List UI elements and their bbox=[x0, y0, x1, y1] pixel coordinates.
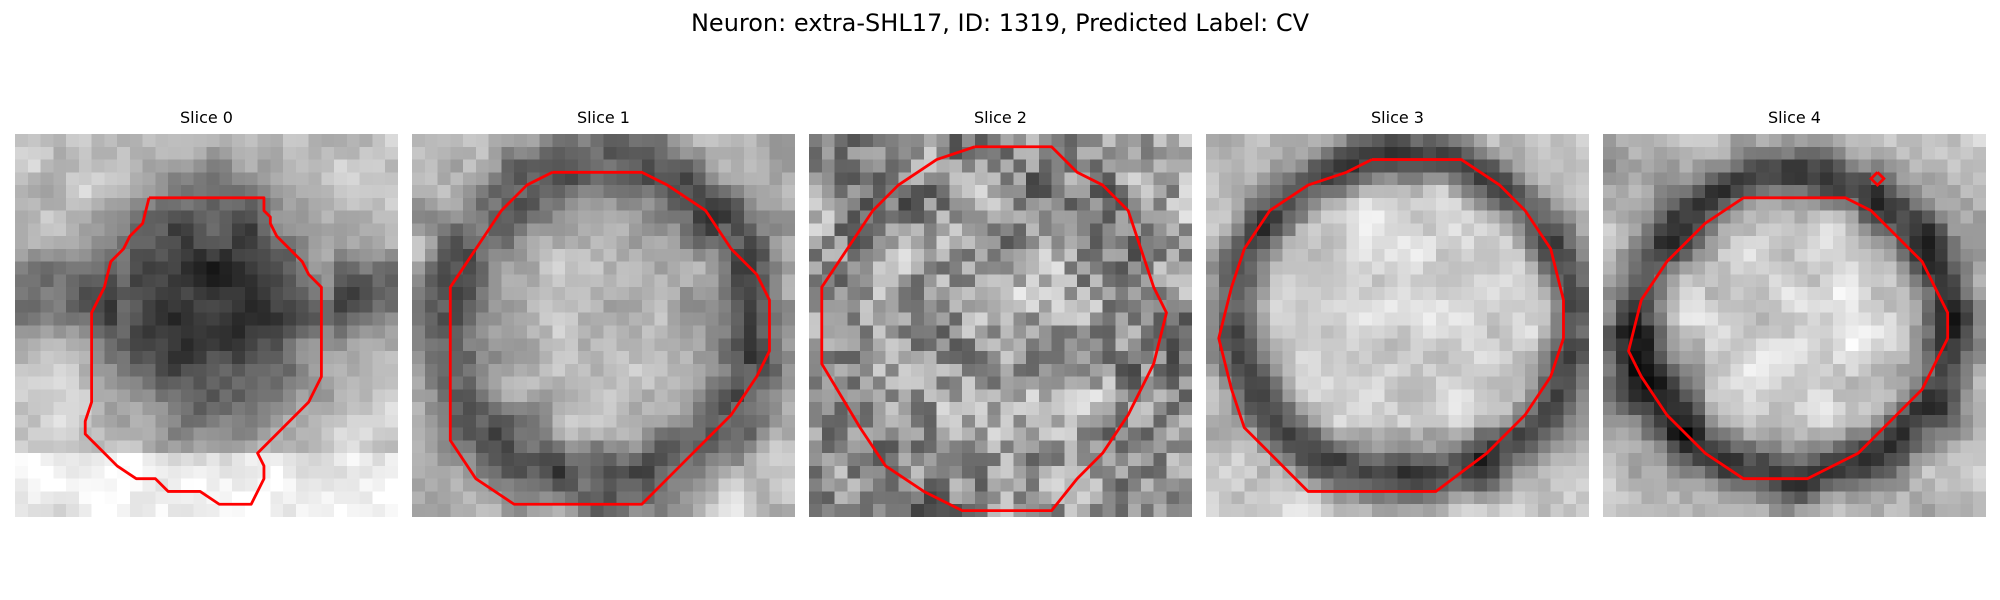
pixel-grid bbox=[1603, 134, 1986, 517]
slice-image-4 bbox=[1603, 134, 1986, 517]
figure-title: Neuron: extra-SHL17, ID: 1319, Predicted… bbox=[690, 9, 1310, 37]
slice-title-2: Slice 2 bbox=[974, 108, 1027, 127]
slice-image-1 bbox=[412, 134, 795, 517]
slice-title-4: Slice 4 bbox=[1768, 108, 1821, 127]
slice-panel-2: Slice 2 bbox=[809, 108, 1192, 517]
segmentation-contour bbox=[820, 145, 1168, 513]
slice-image-2 bbox=[809, 134, 1192, 517]
slice-panel-4: Slice 4 bbox=[1603, 108, 1986, 517]
slice-image-0 bbox=[15, 134, 398, 517]
slice-title-0: Slice 0 bbox=[180, 108, 233, 127]
slice-panel-1: Slice 1 bbox=[412, 108, 795, 517]
slice-title-3: Slice 3 bbox=[1371, 108, 1424, 127]
pixel-grid bbox=[15, 134, 398, 517]
pixel-grid bbox=[412, 134, 795, 517]
segmentation-contour bbox=[1627, 196, 1950, 481]
pixel-grid bbox=[809, 134, 1192, 517]
segmentation-contour bbox=[1217, 158, 1565, 493]
segmentation-marker bbox=[1869, 171, 1886, 188]
pixel-grid bbox=[1206, 134, 1589, 517]
slice-panel-3: Slice 3 bbox=[1206, 108, 1589, 517]
slice-title-1: Slice 1 bbox=[577, 108, 630, 127]
slice-image-3 bbox=[1206, 134, 1589, 517]
slice-panel-0: Slice 0 bbox=[15, 108, 398, 517]
segmentation-contour bbox=[448, 170, 771, 506]
segmentation-contour bbox=[83, 196, 323, 506]
